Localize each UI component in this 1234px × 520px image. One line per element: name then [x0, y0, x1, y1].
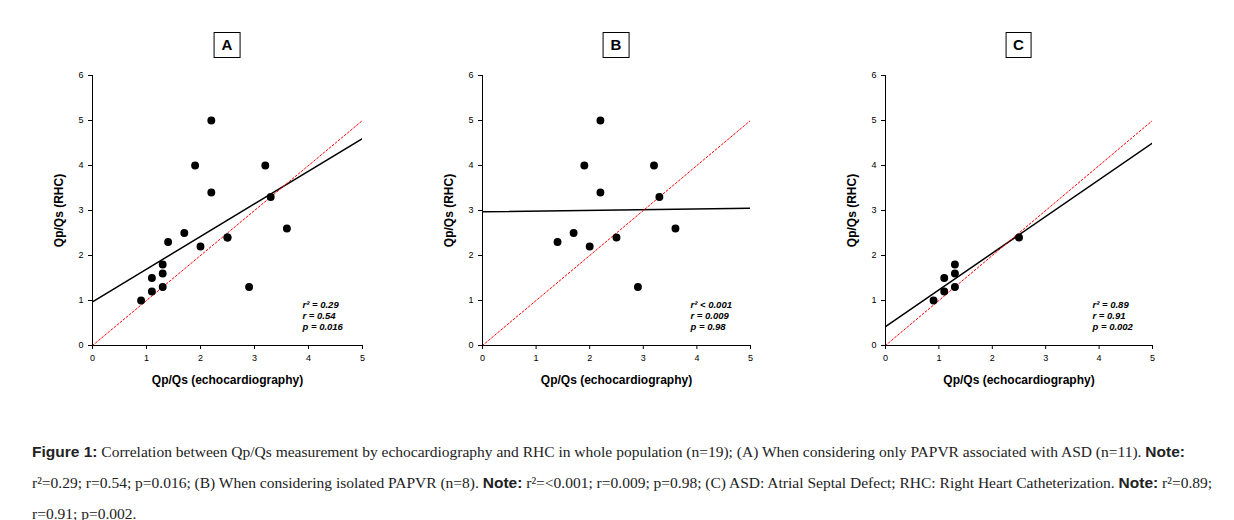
svg-text:2: 2 [468, 250, 473, 260]
svg-text:0: 0 [90, 353, 95, 363]
svg-text:2: 2 [587, 353, 592, 363]
svg-text:6: 6 [468, 70, 473, 80]
svg-text:4: 4 [468, 160, 473, 170]
svg-text:2: 2 [871, 250, 876, 260]
svg-text:3: 3 [1043, 353, 1048, 363]
svg-text:1: 1 [144, 353, 149, 363]
svg-text:5: 5 [78, 115, 83, 125]
svg-text:r² < 0.001r = 0.009p = 0.98: r² < 0.001r = 0.009p = 0.98 [690, 299, 732, 332]
svg-text:4: 4 [78, 160, 83, 170]
svg-text:6: 6 [78, 70, 83, 80]
svg-text:Qp/Qs (echocardiography): Qp/Qs (echocardiography) [541, 373, 692, 387]
svg-text:1: 1 [78, 295, 83, 305]
svg-text:1: 1 [468, 295, 473, 305]
svg-text:5: 5 [1150, 353, 1155, 363]
svg-text:1: 1 [534, 353, 539, 363]
svg-text:0: 0 [468, 340, 473, 350]
svg-text:0: 0 [871, 340, 876, 350]
svg-text:2: 2 [990, 353, 995, 363]
svg-text:4: 4 [871, 160, 876, 170]
svg-text:0: 0 [78, 340, 83, 350]
html-text:A: A [221, 36, 233, 53]
svg-text:3: 3 [468, 205, 473, 215]
svg-text:1: 1 [871, 295, 876, 305]
svg-text:Qp/Qs (RHC): Qp/Qs (RHC) [52, 174, 66, 247]
svg-text:1: 1 [936, 353, 941, 363]
svg-text:3: 3 [641, 353, 646, 363]
svg-text:0: 0 [480, 353, 485, 363]
svg-text:Qp/Qs (echocardiography): Qp/Qs (echocardiography) [943, 373, 1094, 387]
svg-text:5: 5 [360, 353, 365, 363]
svg-text:Qp/Qs (RHC): Qp/Qs (RHC) [845, 174, 859, 247]
svg-text:Qp/Qs (RHC): Qp/Qs (RHC) [442, 174, 456, 247]
html-text:C: C [1013, 36, 1024, 53]
svg-text:2: 2 [78, 250, 83, 260]
html-text:B: B [610, 36, 622, 53]
svg-text:3: 3 [871, 205, 876, 215]
svg-text:r² = 0.89r = 0.91p = 0.002: r² = 0.89r = 0.91p = 0.002 [1092, 299, 1134, 332]
svg-text:5: 5 [468, 115, 473, 125]
svg-text:4: 4 [306, 353, 311, 363]
svg-text:r² = 0.29r = 0.54p = 0.016: r² = 0.29r = 0.54p = 0.016 [302, 299, 344, 332]
svg-text:3: 3 [252, 353, 257, 363]
svg-text:5: 5 [871, 115, 876, 125]
svg-text:4: 4 [1097, 353, 1102, 363]
svg-text:2: 2 [198, 353, 203, 363]
svg-text:5: 5 [748, 353, 753, 363]
svg-text:3: 3 [78, 205, 83, 215]
svg-text:0: 0 [883, 353, 888, 363]
svg-text:6: 6 [871, 70, 876, 80]
svg-text:4: 4 [694, 353, 699, 363]
html-text:Figure 1: Correlation between: Figure 1: Correlation between Qp/Qs meas… [32, 443, 1185, 460]
svg-text:Qp/Qs (echocardiography): Qp/Qs (echocardiography) [152, 373, 303, 387]
html-text:r²=0.29; r=0.54; p=0.016; (B): r²=0.29; r=0.54; p=0.016; (B) When consi… [32, 474, 1159, 491]
